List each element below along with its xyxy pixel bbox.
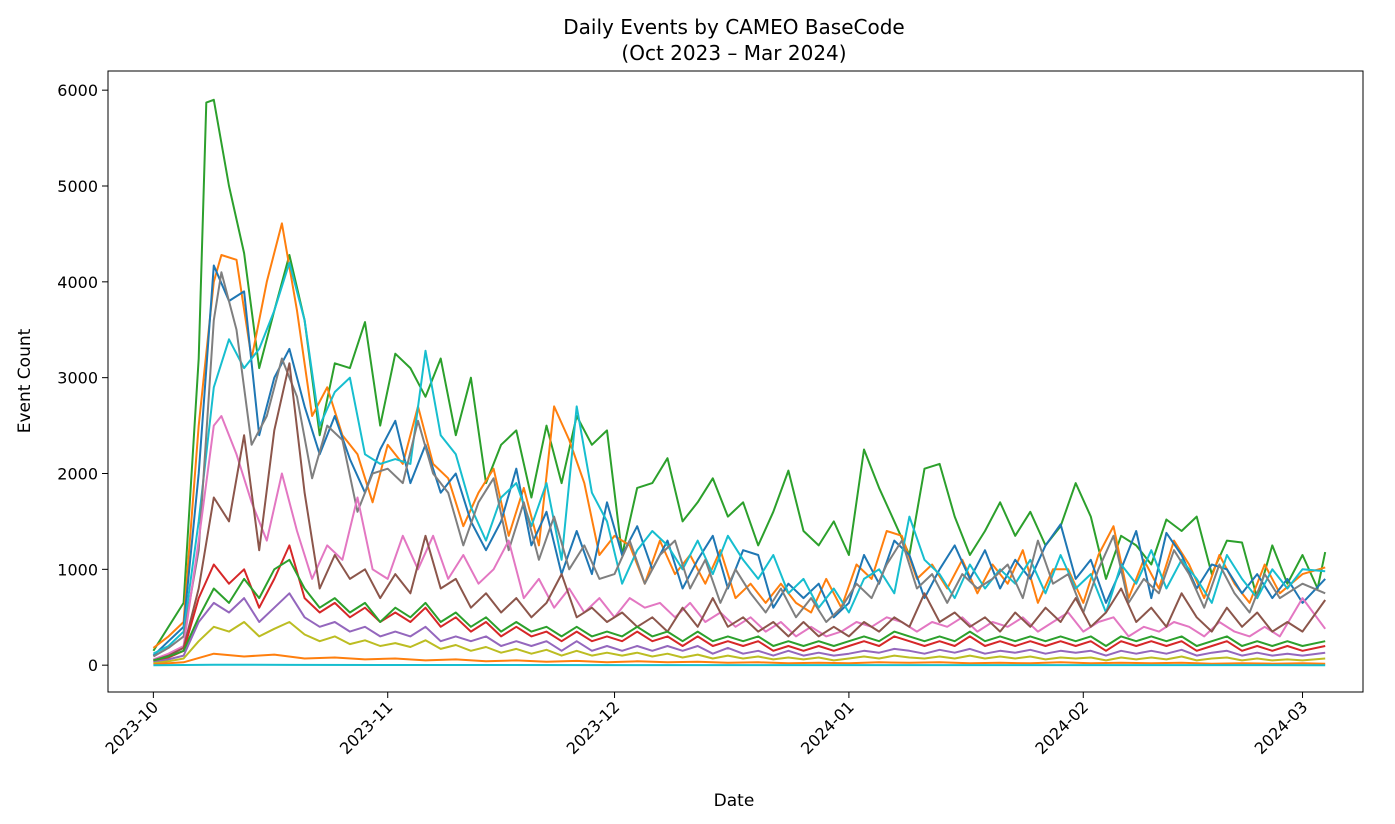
x-tick-label-2023-12: 2023-12: [563, 697, 624, 758]
series-line-12: [153, 663, 1326, 667]
series-line-2: [152, 264, 1326, 657]
y-tick-label-0: 0: [88, 656, 98, 675]
x-tick-label-2024-02: 2024-02: [1031, 697, 1092, 758]
series-line-11: [153, 652, 1326, 666]
x-axis: 2023-10 2023-11 2023-12 2024-01 2024-02 2024-…: [101, 692, 1311, 758]
chart-subtitle: (Oct 2023 – Mar 2024): [621, 41, 846, 65]
y-tick-label-3000: 3000: [57, 369, 98, 388]
x-tick-label-2024-03: 2024-03: [1251, 697, 1312, 758]
series-line-9: [153, 621, 1326, 665]
chart-title: Daily Events by CAMEO BaseCode: [563, 15, 904, 39]
plot-frame: [107, 70, 1364, 693]
y-tick-label-6000: 6000: [57, 81, 98, 100]
y-tick-label-2000: 2000: [57, 465, 98, 484]
plot-area: [107, 70, 1364, 693]
x-axis-label: Date: [714, 791, 755, 811]
series-line-10: [153, 558, 1326, 662]
series-line-3: [152, 261, 1326, 655]
y-tick-label-4000: 4000: [57, 273, 98, 292]
x-tick-label-2023-11: 2023-11: [336, 697, 397, 758]
series-line-5: [153, 415, 1327, 661]
series-line-6: [153, 362, 1327, 662]
series-line-8: [153, 592, 1326, 664]
x-tick-label-2023-10: 2023-10: [101, 697, 162, 758]
series-line-7: [153, 544, 1326, 663]
series-line-4: [152, 271, 1326, 658]
y-tick-label-1000: 1000: [57, 560, 98, 579]
y-tick-label-5000: 5000: [57, 177, 98, 196]
x-tick-label-2024-01: 2024-01: [797, 697, 858, 758]
y-axis-label: Event Count: [15, 328, 35, 433]
y-axis: 0 1000 2000 3000 4000 5000 6000: [57, 81, 108, 675]
series-line-0: [152, 98, 1327, 652]
series-line-1: [152, 222, 1326, 649]
series-group: [152, 98, 1327, 667]
